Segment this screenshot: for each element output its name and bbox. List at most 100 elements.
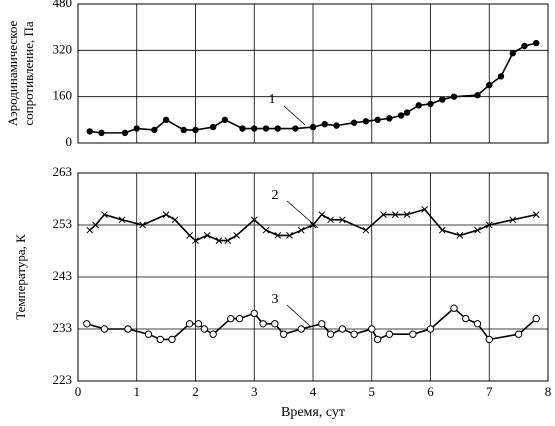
point — [250, 309, 258, 318]
point — [439, 96, 446, 103]
point — [194, 320, 203, 328]
point — [350, 330, 358, 338]
point — [292, 125, 299, 132]
y-tick-label: 233 — [53, 320, 73, 335]
point — [403, 211, 411, 218]
x-tick-label: 8 — [545, 384, 552, 399]
series-label: 3 — [272, 292, 279, 307]
point — [209, 123, 217, 131]
point — [262, 125, 270, 132]
y-tick-label: 243 — [53, 268, 73, 283]
point — [221, 116, 229, 124]
point — [151, 126, 158, 134]
y-tick-label: 263 — [53, 164, 73, 179]
point — [533, 39, 540, 47]
point — [486, 81, 493, 89]
point — [86, 128, 93, 135]
point — [83, 320, 91, 328]
point — [474, 92, 481, 99]
point — [473, 320, 482, 328]
point — [309, 221, 317, 229]
x-tick-label: 7 — [486, 384, 493, 399]
point — [421, 206, 428, 213]
point — [362, 226, 370, 234]
x-tick-label: 5 — [369, 384, 376, 399]
point — [327, 216, 334, 224]
point — [156, 335, 164, 344]
point — [450, 304, 458, 312]
point — [168, 335, 176, 344]
point — [133, 125, 140, 132]
point — [251, 125, 258, 132]
x-tick-label: 2 — [192, 384, 199, 399]
x-axis-label: Время, сут — [281, 405, 345, 420]
point — [274, 125, 281, 132]
point — [474, 226, 481, 234]
series-line — [86, 307, 537, 341]
point — [456, 232, 464, 239]
point — [368, 325, 376, 333]
point — [450, 93, 458, 100]
point — [373, 335, 382, 344]
point — [318, 211, 326, 218]
point — [321, 120, 328, 128]
point — [297, 226, 305, 234]
y-tick-label: 320 — [53, 41, 73, 56]
leader-line — [283, 105, 306, 126]
point — [118, 216, 126, 224]
point — [485, 335, 493, 344]
leader-line — [286, 200, 319, 229]
point — [509, 216, 517, 224]
point — [100, 325, 109, 333]
point — [386, 115, 393, 122]
point — [121, 129, 129, 137]
point — [224, 237, 232, 244]
point — [286, 232, 293, 239]
x-tick-label: 3 — [251, 384, 258, 399]
point — [309, 123, 317, 131]
y-tick-label: 223 — [53, 372, 73, 387]
point — [124, 325, 132, 333]
point — [485, 221, 493, 229]
series-label: 2 — [272, 188, 279, 203]
x-tick-label: 0 — [75, 384, 82, 399]
point — [162, 116, 170, 124]
point — [438, 226, 446, 234]
point — [274, 232, 282, 239]
leader-line — [286, 304, 311, 327]
point — [326, 330, 335, 338]
point — [339, 216, 346, 224]
point — [403, 109, 411, 116]
point — [380, 211, 387, 218]
point — [200, 325, 209, 333]
point — [203, 232, 211, 239]
point — [139, 221, 146, 229]
point — [338, 325, 347, 333]
point — [239, 125, 246, 132]
point — [350, 119, 358, 126]
y-axis-label: Температура, К — [13, 234, 28, 320]
point — [297, 325, 305, 333]
point — [171, 216, 179, 224]
point — [521, 42, 528, 50]
point — [532, 314, 540, 323]
point — [374, 116, 381, 124]
point — [180, 126, 187, 134]
y-tick-label: 0 — [66, 134, 73, 149]
point — [209, 330, 217, 338]
point — [227, 314, 235, 323]
point — [427, 100, 434, 108]
series-line — [89, 42, 537, 134]
point — [92, 221, 99, 229]
point — [497, 73, 505, 80]
y-axis-label: Аэродинамическое — [5, 20, 20, 126]
point — [233, 232, 240, 239]
y-tick-label: 160 — [53, 88, 73, 103]
point — [462, 314, 470, 323]
point — [98, 129, 105, 137]
point — [262, 226, 270, 234]
point — [385, 330, 394, 338]
point — [259, 320, 267, 328]
point — [235, 314, 244, 323]
